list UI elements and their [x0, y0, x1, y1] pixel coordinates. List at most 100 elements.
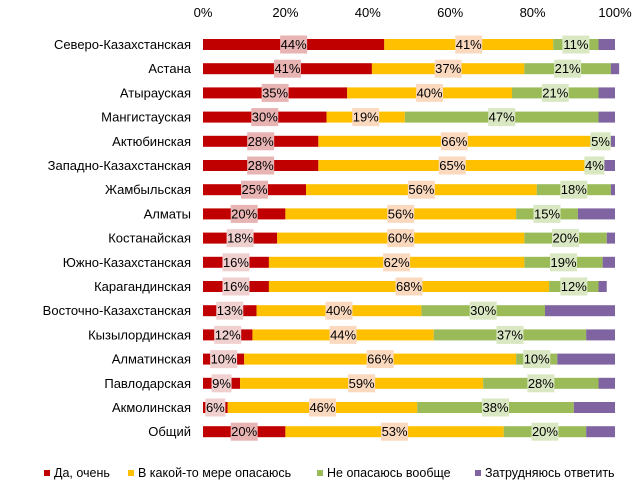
data-label-bg: [560, 277, 588, 296]
data-label: 60%: [388, 231, 414, 246]
data-label: 30%: [252, 110, 278, 125]
category-label: Западно-Казахстанская: [48, 158, 191, 173]
data-label-bg: [211, 374, 232, 393]
bar-segment: [598, 87, 615, 99]
data-label: 46%: [309, 400, 335, 415]
data-label-bg: [325, 301, 353, 320]
data-label: 41%: [456, 37, 482, 52]
data-label: 40%: [417, 85, 443, 100]
data-label: 21%: [542, 85, 568, 100]
data-label: 11%: [563, 37, 588, 52]
data-label-bg: [527, 374, 555, 393]
data-label-bg: [308, 398, 336, 417]
data-label: 44%: [330, 327, 356, 342]
data-label: 10%: [524, 352, 550, 367]
category-label: Мангистауская: [101, 110, 191, 125]
data-label-bg: [554, 59, 582, 78]
category-label: Южно-Казахстанская: [63, 255, 191, 270]
data-label-bg: [329, 325, 357, 344]
bar-segment: [598, 377, 615, 389]
x-axis: 0% 20% 40% 60% 80% 100%: [194, 5, 632, 20]
data-label-bg: [550, 253, 577, 272]
data-label: 68%: [396, 279, 422, 294]
x-tick-label: 0%: [194, 5, 213, 20]
data-label-bg: [280, 35, 308, 54]
data-label-bg: [488, 108, 516, 127]
data-label-bg: [533, 204, 561, 223]
category-label: Актюбинская: [112, 134, 191, 149]
data-label-bg: [438, 156, 466, 175]
data-label: 56%: [388, 206, 414, 221]
category-label: Жамбыльская: [105, 182, 191, 197]
data-label-bg: [247, 132, 275, 151]
bar-segment: [602, 256, 615, 268]
data-label: 56%: [408, 182, 434, 197]
data-label: 20%: [231, 206, 257, 221]
legend-swatch: [475, 470, 481, 476]
data-label: 18%: [227, 231, 253, 246]
data-label-bg: [407, 180, 435, 199]
data-label: 66%: [441, 134, 467, 149]
data-label-bg: [383, 253, 411, 272]
data-label: 53%: [382, 424, 408, 439]
data-label-bg: [560, 180, 588, 199]
bar-segment: [610, 135, 615, 147]
legend-swatch: [128, 470, 134, 476]
data-label-bg: [273, 59, 301, 78]
data-label: 65%: [439, 158, 465, 173]
data-label: 37%: [435, 61, 461, 76]
data-label: 28%: [248, 134, 274, 149]
data-label-bg: [523, 350, 551, 369]
data-label: 66%: [367, 352, 393, 367]
bar-segment: [610, 63, 620, 75]
data-label: 37%: [497, 327, 523, 342]
bar-segment: [573, 402, 615, 413]
data-label: 44%: [281, 37, 307, 52]
category-label: Кызылординская: [88, 327, 191, 342]
data-label-bg: [482, 398, 510, 417]
data-label-bg: [226, 229, 254, 248]
data-label: 20%: [553, 231, 579, 246]
data-label-bg: [216, 301, 244, 320]
category-label: Карагандинская: [94, 279, 191, 294]
data-label: 16%: [223, 255, 249, 270]
data-label: 21%: [555, 61, 581, 76]
data-label: 10%: [211, 352, 237, 367]
category-label: Астана: [148, 61, 191, 76]
data-label-bg: [222, 253, 250, 272]
data-label: 30%: [470, 303, 496, 318]
data-label: 47%: [489, 110, 515, 125]
data-label-bg: [531, 422, 559, 441]
data-label: 41%: [274, 61, 300, 76]
category-label: Северо-Казахстанская: [54, 37, 191, 52]
x-tick-label: 40%: [355, 5, 381, 20]
category-label: Акмолинская: [112, 400, 191, 415]
category-label: Костанайская: [108, 231, 191, 246]
bar-segment: [557, 353, 615, 365]
data-label-bg: [552, 229, 580, 248]
data-label-bg: [387, 204, 415, 223]
data-label: 35%: [262, 85, 288, 100]
data-label-bg: [496, 325, 524, 344]
x-tick-label: 80%: [520, 5, 546, 20]
data-label-bg: [247, 156, 275, 175]
data-label-bg: [210, 350, 238, 369]
data-label-bg: [416, 83, 444, 102]
data-label-bg: [205, 398, 226, 417]
data-label: 59%: [349, 376, 375, 391]
x-tick-label: 100%: [598, 5, 632, 20]
data-label: 15%: [534, 206, 560, 221]
x-tick-label: 20%: [272, 5, 298, 20]
data-label-bg: [352, 108, 380, 127]
category-labels: Северо-Казахстанская Астана Атырауская Манг…: [43, 37, 192, 439]
legend-label: Да, очень: [54, 466, 110, 480]
data-label: 40%: [326, 303, 352, 318]
bar-segment: [610, 184, 615, 196]
legend-label: Не опасаюсь вообще: [327, 466, 451, 480]
data-label: 20%: [532, 424, 558, 439]
data-label-bg: [469, 301, 497, 320]
data-label: 6%: [206, 400, 225, 415]
legend-label: В какой-то мере опасаюсь: [138, 466, 291, 480]
data-label-bg: [214, 325, 242, 344]
legend: Да, очень В какой-то мере опасаюсь Не опас…: [44, 466, 615, 480]
